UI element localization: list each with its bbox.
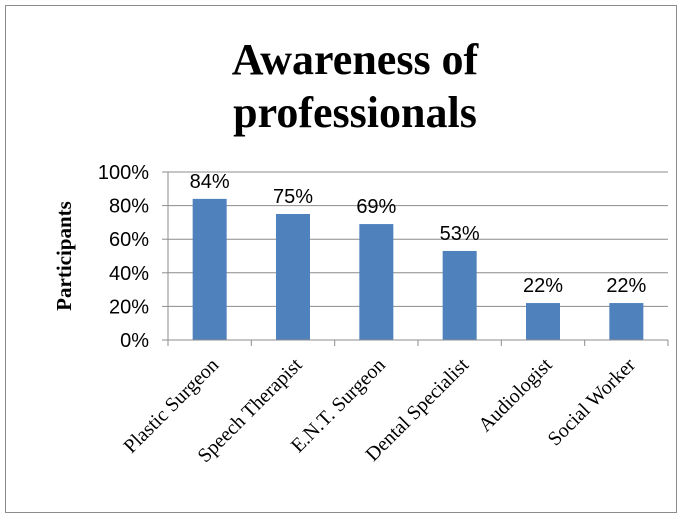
y-tick-label: 20% — [109, 296, 149, 318]
y-axis-label: Participants — [52, 201, 76, 311]
y-tick-label: 80% — [109, 196, 149, 218]
data-labels: 84% 75% 69% 53% 22% 22% — [190, 171, 647, 297]
y-tick-label: 100% — [98, 162, 149, 184]
bar — [526, 303, 560, 340]
data-label: 69% — [356, 196, 396, 218]
data-label: 75% — [273, 186, 313, 208]
data-label: 84% — [190, 171, 230, 193]
bar — [609, 303, 644, 340]
axes — [162, 171, 669, 346]
bar — [442, 250, 477, 340]
data-label: 22% — [606, 275, 646, 297]
chart-frame — [5, 5, 677, 513]
bars — [192, 198, 644, 340]
bar — [276, 214, 310, 340]
bar — [192, 198, 227, 340]
category-label: Social Worker — [544, 354, 640, 450]
bar — [359, 224, 394, 340]
data-label: 53% — [440, 223, 480, 245]
chart-title-line-1: Awareness of — [232, 35, 480, 84]
chart-title-line-2: professionals — [233, 88, 477, 137]
gridlines — [168, 171, 668, 307]
y-tick-label: 0% — [120, 330, 149, 352]
category-label: Audiologist — [474, 354, 557, 437]
y-tick-label: 40% — [109, 263, 149, 285]
data-label: 22% — [523, 275, 563, 297]
y-tick-label: 60% — [109, 229, 149, 251]
y-tick-labels: 0% 20% 40% 60% 80% 100% — [98, 162, 149, 352]
